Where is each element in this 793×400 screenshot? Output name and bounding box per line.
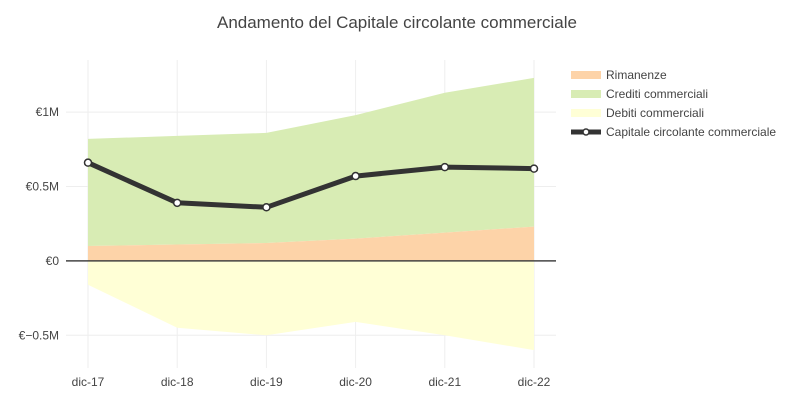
data-point[interactable] bbox=[83, 158, 93, 167]
chart-title: Andamento del Capitale circolante commer… bbox=[217, 13, 577, 32]
y-axis: €1M €0.5M €0 €−0.5M bbox=[19, 105, 60, 342]
legend-label: Debiti commerciali bbox=[606, 106, 704, 120]
data-point[interactable] bbox=[529, 164, 539, 173]
x-tick-label: dic-20 bbox=[339, 375, 372, 389]
x-tick-label: dic-19 bbox=[250, 375, 283, 389]
data-point[interactable] bbox=[440, 162, 450, 172]
legend-label: Rimanenze bbox=[606, 68, 667, 82]
x-tick-label: dic-18 bbox=[161, 375, 194, 389]
data-point[interactable] bbox=[351, 171, 360, 181]
data-point[interactable] bbox=[262, 203, 271, 212]
area-crediti-commerciali bbox=[88, 77, 534, 247]
legend-label: Crediti commerciali bbox=[606, 87, 708, 101]
area-layer bbox=[88, 77, 534, 351]
series-line-capitale-circolante bbox=[86, 160, 535, 210]
legend-item[interactable]: Rimanenze bbox=[571, 68, 667, 82]
data-point[interactable] bbox=[172, 198, 182, 208]
y-tick-label: €−0.5M bbox=[19, 328, 59, 342]
legend-item[interactable]: Debiti commerciali bbox=[571, 106, 704, 120]
legend[interactable]: Rimanenze Crediti commerciali Debiti comme… bbox=[571, 68, 776, 139]
y-tick-label: €0 bbox=[46, 254, 60, 268]
x-tick-label: dic-21 bbox=[428, 375, 461, 389]
legend-marker bbox=[582, 128, 590, 136]
legend-item[interactable]: Capitale circolante commerciale bbox=[571, 125, 776, 139]
legend-label: Capitale circolante commerciale bbox=[606, 125, 776, 139]
x-axis: dic-17 dic-18 dic-19 dic-20 dic-21 dic-22 bbox=[72, 375, 551, 389]
line-layer bbox=[83, 158, 539, 212]
area-debiti-commerciali bbox=[88, 260, 534, 351]
x-tick-label: dic-22 bbox=[518, 375, 551, 389]
y-tick-label: €0.5M bbox=[26, 179, 59, 193]
x-tick-label: dic-17 bbox=[72, 375, 105, 389]
legend-item[interactable]: Crediti commerciali bbox=[571, 87, 708, 101]
area-rimanenze bbox=[88, 226, 534, 261]
y-tick-label: €1M bbox=[36, 105, 59, 119]
